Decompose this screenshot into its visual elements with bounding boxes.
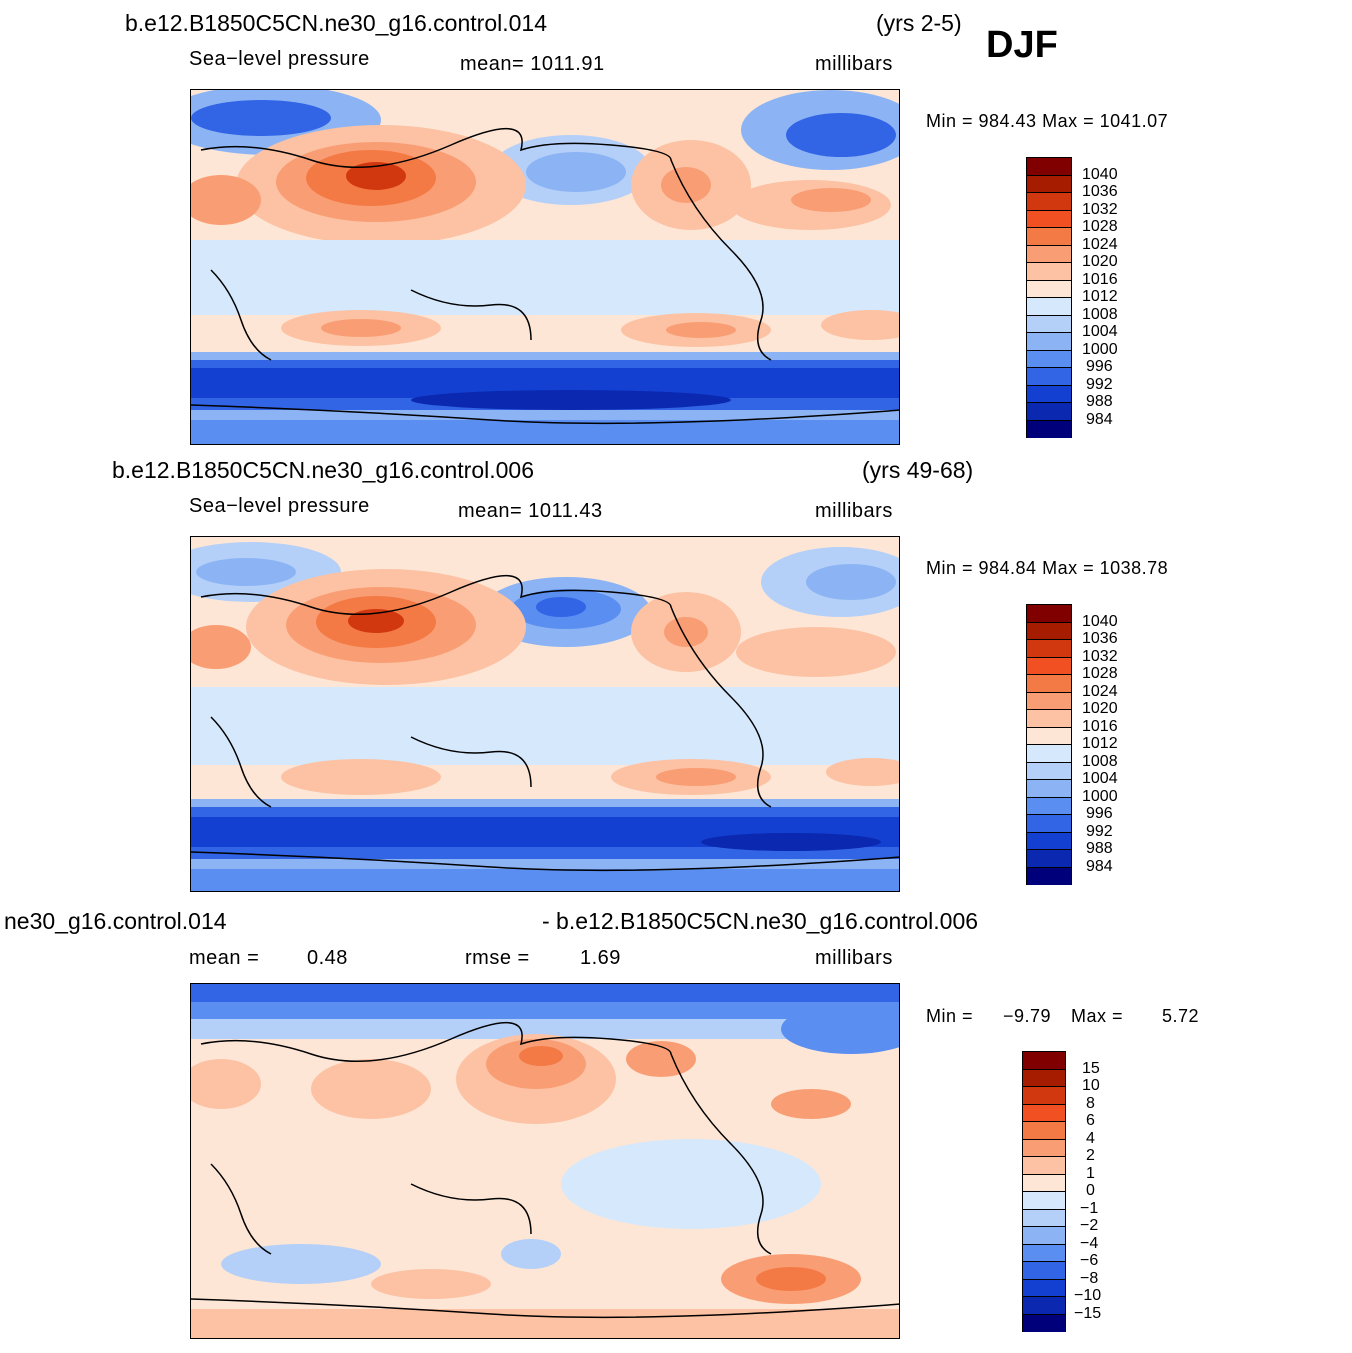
panel3-colorbar-boxes (1022, 1051, 1066, 1332)
panel3-cbar-label: −2 (1080, 1217, 1099, 1234)
panel3-map-canvas (191, 984, 899, 1338)
panel1-mean: mean= 1011.91 (460, 53, 605, 75)
panel3-rmse-label: rmse = (465, 947, 530, 969)
panel1-map-canvas (191, 90, 899, 444)
panel1-case-title: b.e12.B1850C5CN.ne30_g16.control.014 (125, 10, 547, 36)
panel2-mean: mean= 1011.43 (458, 500, 603, 522)
panel1-minmax: Min = 984.43 Max = 1041.07 (926, 111, 1169, 131)
panel3-cbar-label: 0 (1086, 1182, 1095, 1199)
panel3-mean-label: mean = (189, 947, 260, 969)
panel2-cbar-label: 992 (1086, 823, 1113, 840)
panel1-cbar-label: 992 (1086, 376, 1113, 393)
panel2-cbar-label: 1036 (1082, 630, 1118, 647)
panel3-max-value: 5.72 (1162, 1006, 1200, 1026)
panel1-cbar-label: 1020 (1082, 253, 1118, 270)
panel3-rmse-value: 1.69 (580, 947, 621, 969)
panel3-cbar-label: −6 (1080, 1252, 1099, 1269)
panel2-cbar-label: 1028 (1082, 665, 1118, 682)
panel2-cbar-label: 1032 (1082, 648, 1118, 665)
panel2-cbar-label: 996 (1086, 805, 1113, 822)
panel2-cbar-label: 1040 (1082, 613, 1118, 630)
panel1-cbar-label: 1004 (1082, 323, 1118, 340)
panel1-cbar-label: 1012 (1082, 288, 1118, 305)
panel3-cbar-label: 1 (1086, 1165, 1095, 1182)
panel2-colorbar-boxes (1026, 604, 1072, 885)
panel3-cbar-label: 2 (1086, 1147, 1095, 1164)
panel2-minmax: Min = 984.84 Max = 1038.78 (926, 558, 1169, 578)
panel3-units: millibars (815, 947, 893, 969)
panel3-min-value: −9.79 (1003, 1006, 1052, 1026)
panel3-case-left: ne30_g16.control.014 (4, 908, 227, 934)
panel2-cbar-label: 984 (1086, 858, 1113, 875)
season-label: DJF (986, 24, 1058, 66)
panel1-years: (yrs 2-5) (876, 10, 962, 36)
panel1-colorbar-boxes (1026, 157, 1072, 438)
panel3-cbar-label: −8 (1080, 1270, 1099, 1287)
panel3-cbar-label: 4 (1086, 1130, 1095, 1147)
panel3-cbar-label: −1 (1080, 1200, 1099, 1217)
panel3-case-right: - b.e12.B1850C5CN.ne30_g16.control.006 (542, 908, 979, 934)
panel1-cbar-label: 996 (1086, 358, 1113, 375)
panel3-cbar-label: −10 (1074, 1287, 1102, 1304)
panel3-mean-value: 0.48 (307, 947, 348, 969)
panel2-cbar-label: 1024 (1082, 683, 1118, 700)
panel1-cbar-label: 1032 (1082, 201, 1118, 218)
panel3-min-label: Min = (926, 1006, 974, 1026)
panel2-cbar-label: 1020 (1082, 700, 1118, 717)
panel2-case-title: b.e12.B1850C5CN.ne30_g16.control.006 (112, 457, 534, 483)
panel3-cbar-label: 10 (1082, 1077, 1100, 1094)
panel1-cbar-label: 988 (1086, 393, 1113, 410)
panel1-cbar-label: 1000 (1082, 341, 1118, 358)
panel1-map (190, 89, 900, 445)
panel3-cbar-label: −15 (1074, 1305, 1102, 1322)
panel1-cbar-label: 1036 (1082, 183, 1118, 200)
panel1-cbar-label: 1028 (1082, 218, 1118, 235)
panel2-cbar-label: 1012 (1082, 735, 1118, 752)
panel1-cbar-label: 1016 (1082, 271, 1118, 288)
panel2-cbar-label: 1004 (1082, 770, 1118, 787)
panel3-cbar-label: 8 (1086, 1095, 1095, 1112)
panel3-map (190, 983, 900, 1339)
panel2-years: (yrs 49-68) (862, 457, 974, 483)
panel1-units: millibars (815, 53, 893, 75)
panel1-cbar-label: 1024 (1082, 236, 1118, 253)
panel1-cbar-label: 1008 (1082, 306, 1118, 323)
panel2-cbar-label: 1000 (1082, 788, 1118, 805)
panel1-cbar-label: 1040 (1082, 166, 1118, 183)
panel2-units: millibars (815, 500, 893, 522)
panel3-cbar-label: 15 (1082, 1060, 1100, 1077)
panel2-map (190, 536, 900, 892)
panel3-cbar-label: 6 (1086, 1112, 1095, 1129)
panel2-map-canvas (191, 537, 899, 891)
panel3-max-label: Max = (1071, 1006, 1124, 1026)
panel2-cbar-label: 1016 (1082, 718, 1118, 735)
panel1-cbar-label: 984 (1086, 411, 1113, 428)
panel1-variable: Sea−level pressure (189, 48, 370, 70)
panel3-cbar-label: −4 (1080, 1235, 1099, 1252)
panel2-variable: Sea−level pressure (189, 495, 370, 517)
panel2-cbar-label: 988 (1086, 840, 1113, 857)
panel2-cbar-label: 1008 (1082, 753, 1118, 770)
